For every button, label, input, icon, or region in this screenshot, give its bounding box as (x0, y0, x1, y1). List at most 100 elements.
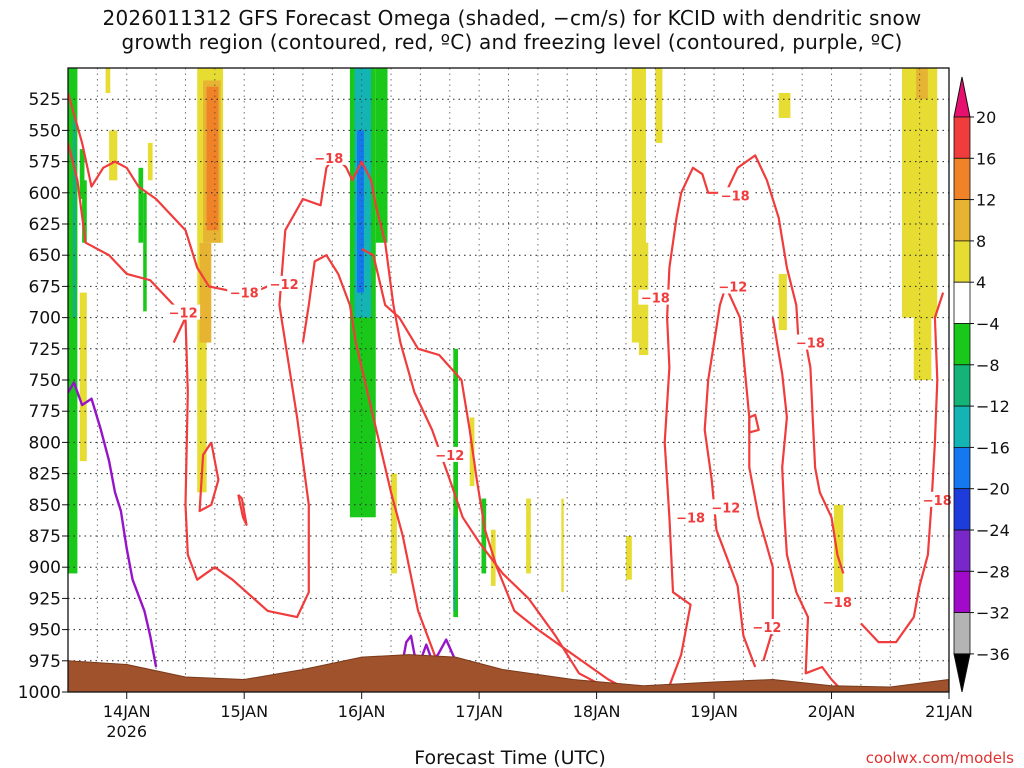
contour-label: −12 (270, 278, 299, 293)
x-tick-label: 14JAN (103, 702, 151, 721)
dgz-contour (198, 441, 220, 513)
y-tick-label: 900 (29, 558, 61, 578)
y-tick-label: 1000 (18, 683, 61, 703)
contour-label: −18 (314, 152, 343, 167)
colorbar-swatch (953, 281, 971, 324)
chart-title-line2: growth region (contoured, red, ºC) and f… (121, 30, 903, 54)
contour-label-bg (920, 491, 955, 507)
omega-cell (655, 68, 663, 143)
contour-label-bg (715, 278, 750, 294)
colorbar-label: −4 (976, 315, 1000, 334)
y-tick-label: 700 (29, 309, 61, 329)
credit-link[interactable]: coolwx.com/models (866, 749, 1014, 767)
y-tick-label: 850 (29, 496, 61, 516)
contour-label: −12 (718, 280, 747, 295)
y-tick-label: 925 (29, 589, 61, 609)
omega-cell (778, 92, 791, 118)
freezing-level-layer (68, 381, 457, 668)
contour-label-bg (311, 149, 346, 165)
x-tick-label: 16JAN (338, 702, 386, 721)
contour-label: −18 (923, 494, 952, 509)
colorbar-swatch (953, 116, 971, 159)
omega-cell (778, 273, 787, 331)
dgz-contour (361, 248, 633, 692)
contour-label-layer: −18 −12 −18 −12 −12 −18 −18 −12 −18 −12 −18 −12 −18 −… (166, 149, 955, 636)
omega-cell (138, 167, 144, 243)
contour-label-bg (638, 289, 673, 305)
x-tick-sublabel: 2026 (106, 722, 147, 741)
x-tick-label: 18JAN (573, 702, 621, 721)
omega-cell (109, 130, 118, 181)
contour-label: −18 (676, 511, 705, 526)
axes-layer: 525 550 575 600 625 650 675 700 725 750 775 800 825 8… (18, 67, 973, 741)
colorbar-top-arrow (953, 76, 971, 118)
dgz-contour (172, 154, 615, 692)
colorbar-swatch (953, 240, 971, 283)
colorbar-label: −32 (976, 604, 1010, 623)
y-tick-label: 625 (29, 215, 61, 235)
contour-label-bg (793, 334, 828, 350)
colorbar-label: −16 (976, 438, 1010, 457)
contour-label: −18 (721, 189, 750, 204)
contour-label: −12 (169, 307, 198, 322)
contour-label-bg (166, 304, 201, 320)
y-tick-label: 550 (29, 121, 61, 141)
colorbar: 20 16 12 8 4 −4 −8 −12 −16 −20 −24 −28 −32 −36 (953, 76, 1010, 693)
contour-label-bg (673, 509, 708, 525)
y-tick-label: 875 (29, 527, 61, 547)
dgz-contour (771, 317, 845, 692)
x-tick-label: 17JAN (455, 702, 503, 721)
omega-cell (82, 180, 87, 243)
chart-title-line1: 2026011312 GFS Forecast Omega (shaded, −… (102, 6, 922, 30)
x-tick-label: 15JAN (220, 702, 268, 721)
y-tick-label: 600 (29, 184, 61, 204)
y-tick-label: 825 (29, 465, 61, 485)
colorbar-swatch (953, 199, 971, 242)
x-tick-label: 20JAN (808, 702, 856, 721)
contour-label-bg (718, 187, 753, 203)
omega-cell (481, 498, 487, 574)
y-tick-label: 525 (29, 90, 61, 110)
colorbar-swatch (953, 364, 971, 407)
omega-cell (199, 242, 212, 343)
colorbar-swatch (953, 323, 971, 366)
colorbar-label: 12 (976, 191, 996, 210)
colorbar-label: 8 (976, 232, 986, 251)
dgz-contour (663, 154, 845, 692)
x-axis-label: Forecast Time (UTC) (414, 747, 605, 768)
colorbar-swatch (953, 157, 971, 201)
colorbar-label: −20 (976, 480, 1010, 499)
dgz-contour (68, 92, 286, 298)
omega-cell (916, 68, 928, 100)
y-tick-label: 725 (29, 340, 61, 360)
y-tick-label: 675 (29, 277, 61, 297)
contour-label: −12 (435, 449, 464, 464)
omega-cell (79, 292, 87, 462)
omega-cell (79, 149, 85, 200)
contour-label: −12 (752, 621, 781, 636)
omega-cell (453, 517, 456, 611)
contour-label: −18 (641, 292, 670, 307)
dgz-contour (748, 413, 760, 434)
colorbar-swatch (953, 570, 971, 613)
terrain-layer (67, 654, 950, 693)
contour-label-bg (820, 594, 855, 610)
omega-cell (391, 473, 397, 574)
omega-cell (356, 130, 365, 293)
y-tick-label: 750 (29, 371, 61, 391)
y-tick-label: 975 (29, 652, 61, 672)
x-tick-label: 21JAN (925, 702, 973, 721)
colorbar-label: 20 (976, 108, 996, 127)
colorbar-bottom-arrow (953, 653, 971, 693)
contour-label-bg (267, 275, 302, 291)
contour-label-bg (227, 284, 262, 300)
omega-cell (375, 68, 388, 243)
contour-label: −12 (711, 501, 740, 516)
x-tick-label: 19JAN (690, 702, 738, 721)
contour-label: −18 (796, 337, 825, 352)
colorbar-label: −36 (976, 645, 1010, 664)
dgz-contour (301, 254, 445, 674)
colorbar-swatch (953, 529, 971, 572)
dgz-contour (68, 142, 187, 319)
